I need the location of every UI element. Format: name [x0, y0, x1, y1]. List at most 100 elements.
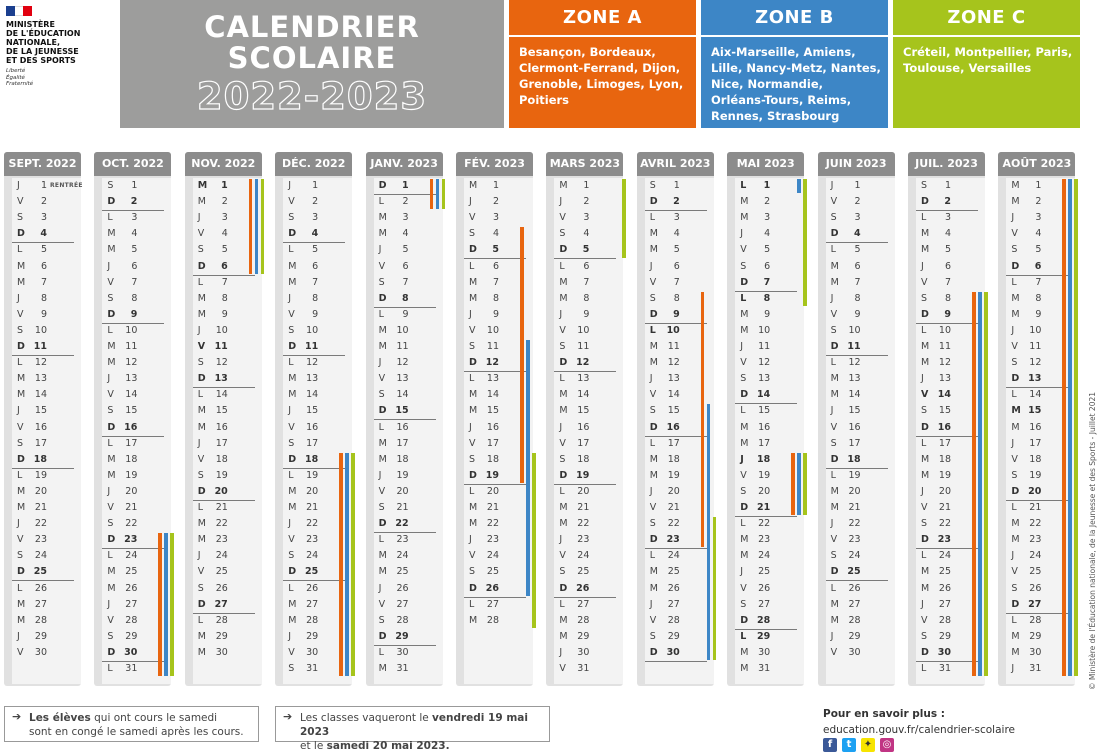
- weekday-letter: D: [378, 630, 387, 642]
- month-header: JUIL. 2023: [908, 152, 985, 176]
- day-row: V 23: [826, 532, 895, 548]
- weekday-letter: M: [559, 630, 568, 642]
- day-number: 2: [40, 196, 47, 208]
- weekday-letter: D: [921, 534, 929, 546]
- day-row: V 17: [464, 436, 533, 452]
- weekday-letter: M: [107, 469, 116, 481]
- day-row: M 19: [916, 468, 985, 484]
- weekday-letter: M: [1011, 405, 1021, 417]
- holiday-bar: [797, 179, 801, 194]
- day-number: 5: [944, 244, 951, 256]
- day-number: 17: [396, 437, 409, 449]
- weekday-letter: D: [107, 421, 116, 433]
- weekday-letter: V: [17, 196, 24, 208]
- note2-mid: et le: [300, 740, 327, 752]
- day-number: 14: [756, 389, 771, 401]
- day-row: V 23: [12, 532, 81, 548]
- day-number: 28: [34, 614, 47, 626]
- snapchat-icon[interactable]: ✦: [861, 738, 875, 752]
- day-row: M 30: [193, 645, 262, 661]
- day-row: V 28: [916, 613, 985, 629]
- day-number: 23: [124, 534, 138, 546]
- weekday-letter: J: [921, 485, 924, 497]
- weekday-letter: D: [469, 469, 477, 481]
- weekday-letter: J: [559, 308, 563, 320]
- day-number: 13: [214, 373, 228, 385]
- day-number: 18: [304, 453, 319, 465]
- day-row: M 24: [374, 548, 443, 564]
- weekday-letter: M: [197, 308, 206, 320]
- day-row: D 18: [12, 452, 74, 469]
- day-row: D 14: [735, 387, 798, 405]
- weekday-letter: M: [197, 292, 206, 304]
- day-number: 25: [486, 566, 499, 578]
- day-number: 31: [938, 663, 951, 674]
- zone-a-panel: ZONE A Besançon, Bordeaux, Clermont-Ferr…: [509, 0, 696, 128]
- day-number: 6: [854, 260, 861, 272]
- day-row: M 22: [193, 516, 262, 532]
- weekday-letter: V: [740, 357, 747, 369]
- day-number: 15: [938, 405, 951, 417]
- day-row: S 17: [283, 436, 352, 452]
- more-info-url[interactable]: education.gouv.fr/calendrier-scolaire: [823, 724, 1015, 736]
- day-row: D 20: [1006, 484, 1069, 501]
- twitter-icon[interactable]: t: [842, 738, 856, 752]
- day-number: 15: [215, 405, 228, 417]
- holiday-bar: [520, 227, 524, 483]
- weekday-letter: D: [830, 566, 839, 578]
- day-number: 4: [402, 228, 409, 240]
- weekday-letter: S: [559, 453, 566, 465]
- motto-line: Égalité: [6, 74, 25, 81]
- holiday-bar: [1068, 179, 1072, 677]
- day-number: 19: [758, 469, 771, 481]
- weekday-letter: D: [740, 389, 749, 401]
- day-row: M 24: [735, 548, 804, 564]
- weekday-letter: S: [197, 469, 204, 481]
- day-row: V 14: [916, 387, 985, 403]
- day-row: V 16: [826, 420, 895, 436]
- zone-a-title: ZONE A: [563, 7, 642, 28]
- zone-a-cities: Besançon, Bordeaux, Clermont-Ferrand, Di…: [519, 45, 684, 107]
- holiday-bar: [803, 452, 807, 516]
- month-days: D 1 L 2 M 3 M 4 J 5 V 6 S 7 D 8 L 9 M 10 M 11 J 12 V 13 S 14 D 15 L 16 M…: [373, 178, 446, 684]
- holiday-bar: [803, 179, 807, 306]
- day-number: 20: [396, 485, 409, 497]
- instagram-icon[interactable]: ◎: [880, 738, 894, 752]
- weekday-letter: L: [830, 469, 836, 481]
- ministry-line: DE LA JEUNESSE: [6, 47, 79, 56]
- day-number: 19: [396, 469, 409, 481]
- month-column: SEPT. 2022 J 1 RENTRÉE V 2 S 3 D 4 L 5 M 6 M 7 J 8 V 9 S 10 D 1…: [4, 152, 82, 686]
- day-row: S 19: [1006, 468, 1075, 484]
- month-column: JUIN 2023 J 1 V 2 S 3 D 4 L 5 M 6 M 7 J 8 V 9 S 10 D 11 L 12 M 13 M…: [817, 152, 895, 686]
- day-row: D 22: [373, 516, 436, 534]
- day-row: L 14: [1006, 387, 1075, 403]
- weekday-letter: M: [288, 502, 297, 513]
- facebook-icon[interactable]: f: [823, 738, 837, 752]
- day-number: 10: [215, 324, 228, 336]
- day-row: M 15: [554, 403, 623, 419]
- title-box: CALENDRIER SCOLAIRE 2022-2023: [120, 0, 504, 128]
- day-number: 16: [1029, 421, 1042, 433]
- weekday-letter: L: [107, 663, 113, 674]
- weekday-letter: J: [649, 260, 653, 272]
- day-number: 25: [577, 566, 590, 578]
- zone-b-title: ZONE B: [755, 7, 834, 28]
- day-number: 28: [396, 614, 409, 626]
- day-row: S 18: [464, 452, 533, 468]
- day-number: 14: [486, 389, 499, 401]
- day-row: M 14: [12, 387, 81, 403]
- motto-line: Fraternité: [6, 81, 34, 87]
